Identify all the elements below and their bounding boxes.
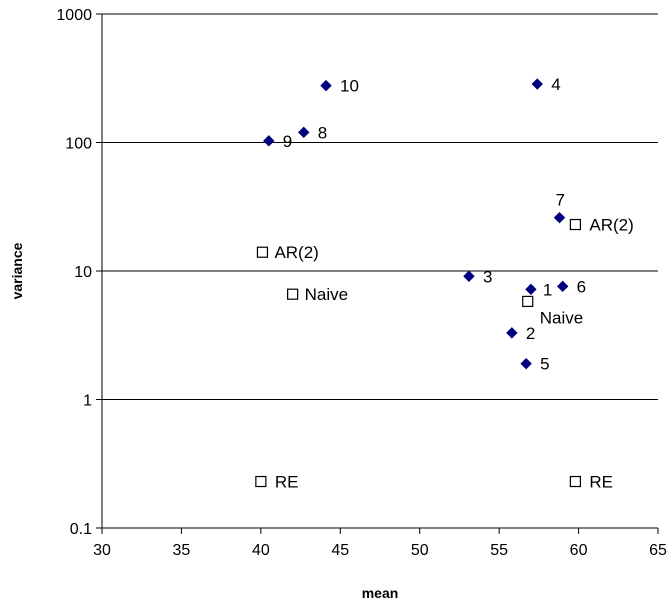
point-label: 7 — [556, 191, 565, 210]
square-marker-ar2 — [256, 246, 269, 258]
point-label: RE — [589, 473, 613, 492]
y-tick-label: 1000 — [56, 7, 92, 24]
data-points — [255, 78, 581, 488]
point-label: AR(2) — [589, 216, 633, 235]
y-tick-labels: 0.1 1 10 100 1000 — [56, 7, 92, 538]
x-tick-label: 50 — [411, 542, 429, 559]
diamond-marker-1 — [525, 283, 537, 296]
point-label: 3 — [483, 267, 492, 286]
point-label: Naive — [305, 285, 348, 304]
square-marker-ar2 — [569, 218, 581, 231]
y-tick-label: 10 — [74, 264, 92, 281]
x-tick-label: 35 — [173, 542, 191, 559]
point-label: 8 — [318, 123, 327, 142]
diamond-marker-4 — [531, 78, 543, 90]
point-labels: 1 2 3 4 5 6 7 8 9 10 AR(2) Naive RE AR(2) Naive RE — [274, 75, 633, 491]
square-marker-re — [569, 475, 581, 488]
gridlines — [102, 142, 658, 400]
x-axis-title: mean — [362, 585, 399, 601]
diamond-marker-10 — [320, 79, 332, 92]
square-marker-re — [255, 475, 267, 488]
x-tick-label: 30 — [93, 542, 111, 559]
y-axis-title: variance — [9, 242, 25, 299]
x-tick-labels: 30 35 40 45 50 55 60 65 — [93, 542, 667, 559]
point-label: 4 — [551, 75, 560, 94]
diamond-marker-6 — [556, 280, 569, 293]
diamond-marker-8 — [298, 126, 310, 139]
point-label: 2 — [526, 324, 535, 343]
y-tick-label: 1 — [83, 393, 92, 410]
x-tick-label: 55 — [490, 542, 508, 559]
x-tick-label: 60 — [570, 542, 588, 559]
point-label: Naive — [540, 308, 583, 327]
point-label: 10 — [340, 77, 359, 96]
point-label: 9 — [283, 132, 292, 151]
x-tick-label: 40 — [252, 542, 270, 559]
diamond-marker-9 — [263, 135, 275, 147]
diamond-marker-7 — [553, 211, 566, 224]
x-tick-label: 65 — [649, 542, 667, 559]
x-tick-label: 45 — [331, 542, 349, 559]
point-label: AR(2) — [274, 243, 318, 262]
y-tick-label: 100 — [65, 136, 92, 153]
y-tick-label: 0.1 — [70, 521, 92, 538]
diamond-marker-2 — [506, 327, 518, 339]
square-marker-naive — [287, 288, 299, 300]
point-label: 5 — [540, 355, 549, 374]
diamond-marker-5 — [520, 357, 532, 370]
diamond-marker-3 — [463, 270, 475, 282]
point-label: 6 — [577, 277, 586, 296]
square-marker-naive — [522, 295, 534, 307]
point-label: 1 — [543, 280, 552, 299]
point-label: RE — [275, 473, 299, 492]
axes — [96, 13, 659, 534]
